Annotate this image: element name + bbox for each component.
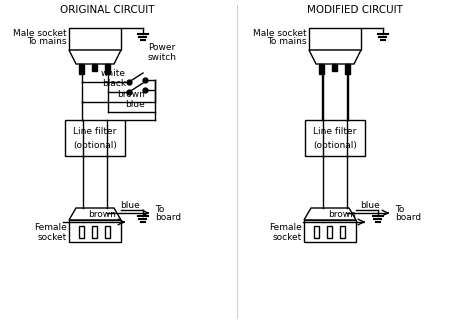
Polygon shape xyxy=(69,208,121,220)
Text: board: board xyxy=(395,214,421,223)
Polygon shape xyxy=(309,50,361,64)
Text: MODIFIED CIRCUIT: MODIFIED CIRCUIT xyxy=(307,5,403,15)
Text: blue: blue xyxy=(125,100,145,109)
Bar xyxy=(319,64,325,74)
Bar xyxy=(92,226,98,238)
Text: socket: socket xyxy=(38,234,67,243)
Text: board: board xyxy=(155,214,181,223)
Text: blue: blue xyxy=(120,201,140,210)
Text: black: black xyxy=(102,79,126,88)
Text: (optional): (optional) xyxy=(313,141,357,150)
Bar xyxy=(304,220,356,242)
Bar xyxy=(69,28,121,50)
Bar xyxy=(346,64,350,74)
Bar xyxy=(106,64,110,74)
Bar xyxy=(340,226,346,238)
Bar xyxy=(80,64,84,74)
Bar xyxy=(328,226,332,238)
Text: ORIGINAL CIRCUIT: ORIGINAL CIRCUIT xyxy=(60,5,154,15)
Text: Female: Female xyxy=(34,224,67,233)
Text: Female: Female xyxy=(269,224,302,233)
Bar xyxy=(305,120,365,156)
Text: brown: brown xyxy=(328,210,356,219)
Text: blue: blue xyxy=(360,201,380,210)
Text: brown: brown xyxy=(88,210,116,219)
Bar xyxy=(92,64,98,71)
Text: Power: Power xyxy=(148,44,175,53)
Text: (optional): (optional) xyxy=(73,141,117,150)
Text: Male socket: Male socket xyxy=(254,28,307,37)
Bar xyxy=(309,28,361,50)
Bar xyxy=(69,220,121,242)
Bar xyxy=(65,120,125,156)
Text: To: To xyxy=(395,204,404,214)
Bar xyxy=(106,226,110,238)
Polygon shape xyxy=(69,50,121,64)
Text: To mains: To mains xyxy=(267,37,307,47)
Text: brown: brown xyxy=(117,90,145,99)
Text: switch: switch xyxy=(148,53,177,61)
Text: white: white xyxy=(101,69,126,78)
Bar xyxy=(80,226,84,238)
Text: Male socket: Male socket xyxy=(13,28,67,37)
Bar xyxy=(315,226,319,238)
Text: To: To xyxy=(155,204,164,214)
Text: Line filter: Line filter xyxy=(73,127,117,136)
Polygon shape xyxy=(304,208,356,220)
Text: Line filter: Line filter xyxy=(313,127,357,136)
Bar xyxy=(332,64,337,71)
Text: To mains: To mains xyxy=(27,37,67,47)
Text: socket: socket xyxy=(273,234,302,243)
